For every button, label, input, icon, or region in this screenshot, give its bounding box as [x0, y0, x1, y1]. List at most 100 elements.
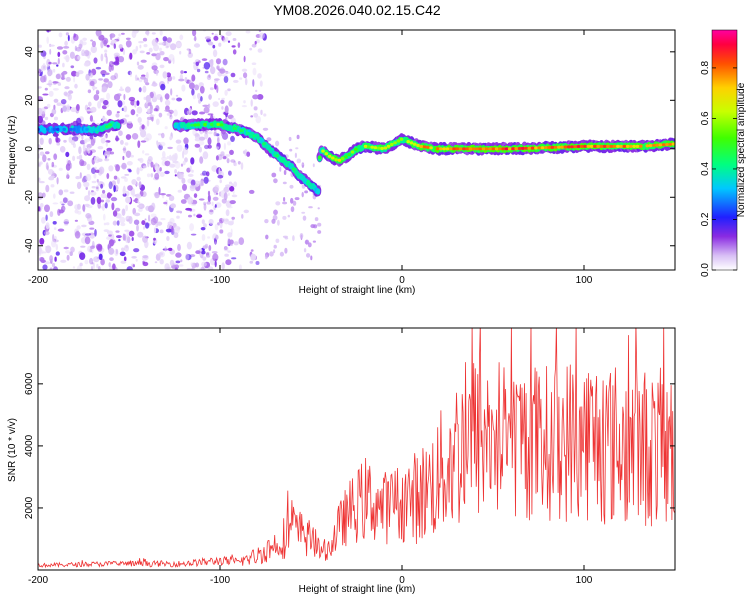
noise-blob [209, 209, 214, 213]
ridge-core [544, 146, 548, 150]
noise-blob [72, 266, 76, 269]
noise-blob [120, 222, 126, 227]
ridge-core [524, 146, 528, 150]
noise-blob [186, 241, 192, 250]
noise-blob [233, 181, 238, 188]
noise-blob [146, 119, 150, 127]
noise-blob [86, 143, 92, 149]
noise-blob [237, 42, 241, 48]
noise-blob [260, 109, 263, 115]
ridge-core [373, 146, 378, 150]
ridge-core [439, 147, 443, 151]
noise-blob [229, 239, 234, 245]
colorbar-tick-label: 0.4 [700, 162, 711, 176]
noise-blob [238, 237, 245, 246]
noise-blob [166, 236, 170, 241]
y-tick-label: 0 [24, 146, 35, 152]
ridge-core [85, 127, 89, 131]
noise-blob [175, 42, 182, 48]
noise-blob [126, 230, 130, 237]
noise-blob [118, 44, 123, 49]
noise-blob [90, 39, 93, 42]
noise-blob [100, 183, 103, 189]
noise-blob [128, 169, 132, 173]
noise-blob [216, 65, 220, 70]
noise-blob [139, 122, 142, 126]
noise-blob [179, 34, 184, 41]
noise-blob [98, 78, 103, 81]
noise-blob [143, 165, 147, 169]
noise-blob [131, 179, 137, 185]
noise-blob [108, 247, 115, 255]
noise-blob [108, 64, 113, 72]
noise-blob [142, 255, 149, 259]
ridge-core [396, 139, 401, 143]
ridge-core [203, 122, 207, 127]
noise-blob [227, 232, 233, 238]
ridge-core [547, 145, 551, 150]
noise-blob [78, 154, 83, 161]
noise-blob [38, 86, 42, 89]
noise-blob [159, 259, 164, 265]
noise-blob [175, 139, 182, 144]
ridge-core [491, 147, 496, 151]
noise-blob [223, 246, 229, 252]
noise-blob [225, 154, 231, 157]
noise-blob [106, 92, 111, 101]
noise-blob [199, 267, 204, 270]
noise-blob [170, 88, 173, 96]
noise-blob [77, 203, 80, 210]
x-tick-label: -200 [28, 275, 48, 286]
ridge-core [219, 123, 224, 127]
noise-blob [75, 71, 80, 77]
noise-blob [201, 261, 207, 267]
noise-blob [301, 191, 304, 198]
noise-blob [106, 192, 112, 199]
noise-blob [49, 175, 55, 178]
noise-blob [125, 37, 131, 40]
noise-blob [84, 259, 89, 265]
noise-blob [207, 236, 211, 239]
ridge-core [108, 123, 112, 127]
ridge-core [596, 144, 600, 148]
noise-blob [196, 68, 201, 73]
noise-blob [64, 40, 68, 47]
noise-blob [111, 65, 114, 71]
noise-blob [138, 40, 144, 44]
noise-blob [143, 226, 145, 230]
noise-blob [108, 181, 113, 190]
noise-blob [115, 137, 120, 141]
noise-blob [49, 255, 53, 262]
noise-blob [106, 173, 110, 179]
noise-blob [146, 52, 151, 55]
noise-blob [66, 254, 70, 261]
noise-blob [89, 134, 94, 140]
noise-blob [47, 103, 51, 108]
colorbar-gradient [711, 29, 738, 271]
noise-blob [153, 108, 158, 112]
noise-blob [66, 172, 70, 179]
y-tick-label: 40 [24, 46, 35, 58]
noise-blob [122, 49, 126, 55]
noise-blob [104, 158, 110, 162]
noise-blob [76, 156, 80, 160]
ridge-core [632, 144, 636, 148]
ridge-core [193, 123, 197, 127]
noise-blob [259, 32, 265, 39]
noise-blob [136, 176, 141, 181]
noise-blob [214, 260, 217, 268]
noise-blob [219, 179, 222, 184]
noise-blob [275, 238, 280, 243]
noise-blob [164, 160, 171, 167]
noise-blob [71, 70, 77, 77]
noise-blob [82, 175, 88, 183]
noise-blob [158, 42, 165, 46]
ridge-core [390, 142, 394, 147]
noise-blob [127, 185, 133, 191]
ridge-core [475, 147, 479, 151]
noise-blob [84, 203, 90, 207]
noise-blob [81, 41, 87, 46]
noise-blob [284, 247, 288, 254]
noise-blob [63, 189, 69, 193]
noise-blob [279, 251, 284, 257]
